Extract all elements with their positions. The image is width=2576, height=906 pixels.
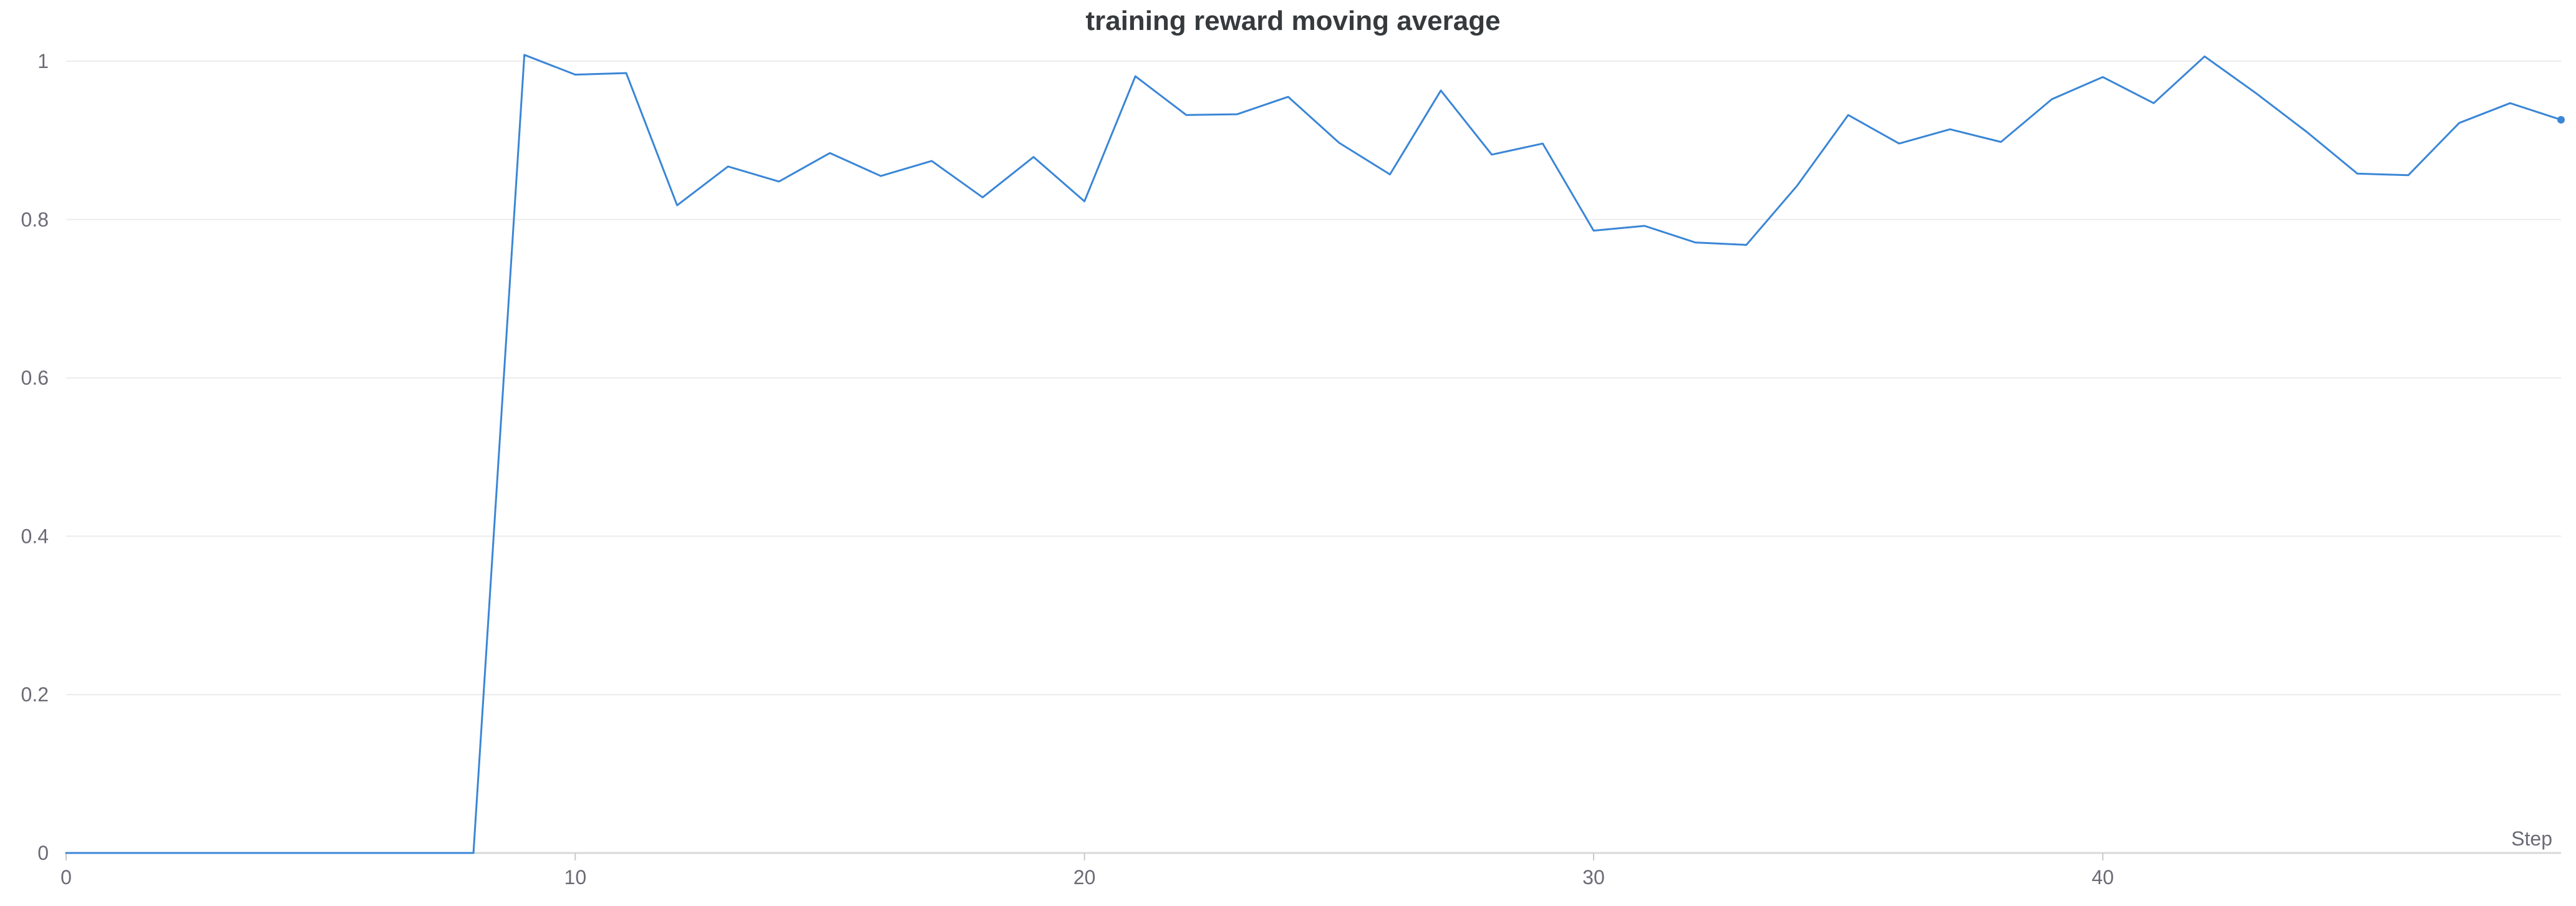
y-tick-label: 0	[37, 842, 49, 864]
x-axis-label: Step	[2511, 827, 2552, 850]
x-tick-label: 20	[1073, 866, 1096, 889]
x-tick-label: 40	[2092, 866, 2114, 889]
y-tick-label: 0.8	[21, 208, 49, 231]
y-tick-label: 0.2	[21, 683, 49, 706]
x-tick-label: 30	[1582, 866, 1605, 889]
y-tick-label: 0.6	[21, 367, 49, 389]
gridlines	[66, 61, 2561, 696]
x-tick-label: 10	[564, 866, 587, 889]
series-line	[65, 54, 2562, 854]
x-tick-label: 0	[61, 866, 72, 889]
series-end-point	[2557, 115, 2565, 124]
chart-title: training reward moving average	[1085, 6, 1500, 36]
y-tick-label: 1	[37, 50, 49, 72]
y-tick-label: 0.4	[21, 525, 49, 547]
axes	[65, 852, 2561, 860]
series	[65, 54, 2565, 854]
